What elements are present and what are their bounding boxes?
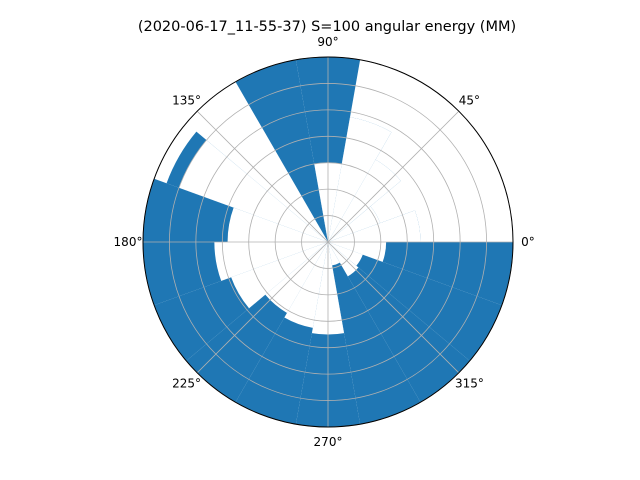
theta-tick-label-4: 180° [114, 235, 143, 249]
bar-14 [328, 242, 421, 425]
bar-inner-3 [328, 117, 392, 242]
bar-inner-10 [231, 242, 328, 309]
outer-frame [142, 56, 514, 428]
bar-15 [328, 242, 470, 403]
bar-inner-12 [284, 242, 328, 328]
bar-inner-7 [178, 140, 328, 242]
bar-inner-2 [328, 159, 401, 242]
angular-gridline-7 [327, 241, 460, 374]
tick-label-layer: 0° 45° 90° 135° 180° 225° 270° 315° [114, 35, 535, 449]
bars-layer [143, 57, 513, 427]
theta-tick-label-5: 225° [172, 376, 201, 390]
bar-inner-9 [214, 242, 328, 281]
theta-tick-label-2: 90° [317, 35, 338, 49]
theta-tick-label-7: 315° [455, 376, 484, 390]
angular-gridline-5 [196, 241, 329, 374]
bar-5 [235, 59, 328, 243]
theta-tick-label-3: 135° [172, 94, 201, 108]
bar-inner-6 [226, 127, 328, 242]
bar-inner-16 [328, 242, 363, 266]
angular-gridline-1 [327, 110, 460, 243]
bar-inner-11 [265, 242, 328, 313]
grid-layer [142, 56, 514, 428]
bar-inner-1 [328, 206, 381, 242]
bar-inner-15 [328, 242, 359, 277]
chart-title: (2020-06-17_11-55-37) S=100 angular ener… [138, 19, 516, 35]
bar-inner-17 [328, 242, 387, 262]
bar-inner-0 [328, 210, 421, 242]
angular-gridline-3 [196, 110, 329, 243]
theta-tick-label-1: 45° [459, 94, 480, 108]
theta-tick-label-0: 0° [521, 235, 535, 249]
bar-inner-14 [328, 242, 340, 266]
theta-tick-label-6: 270° [314, 435, 343, 449]
